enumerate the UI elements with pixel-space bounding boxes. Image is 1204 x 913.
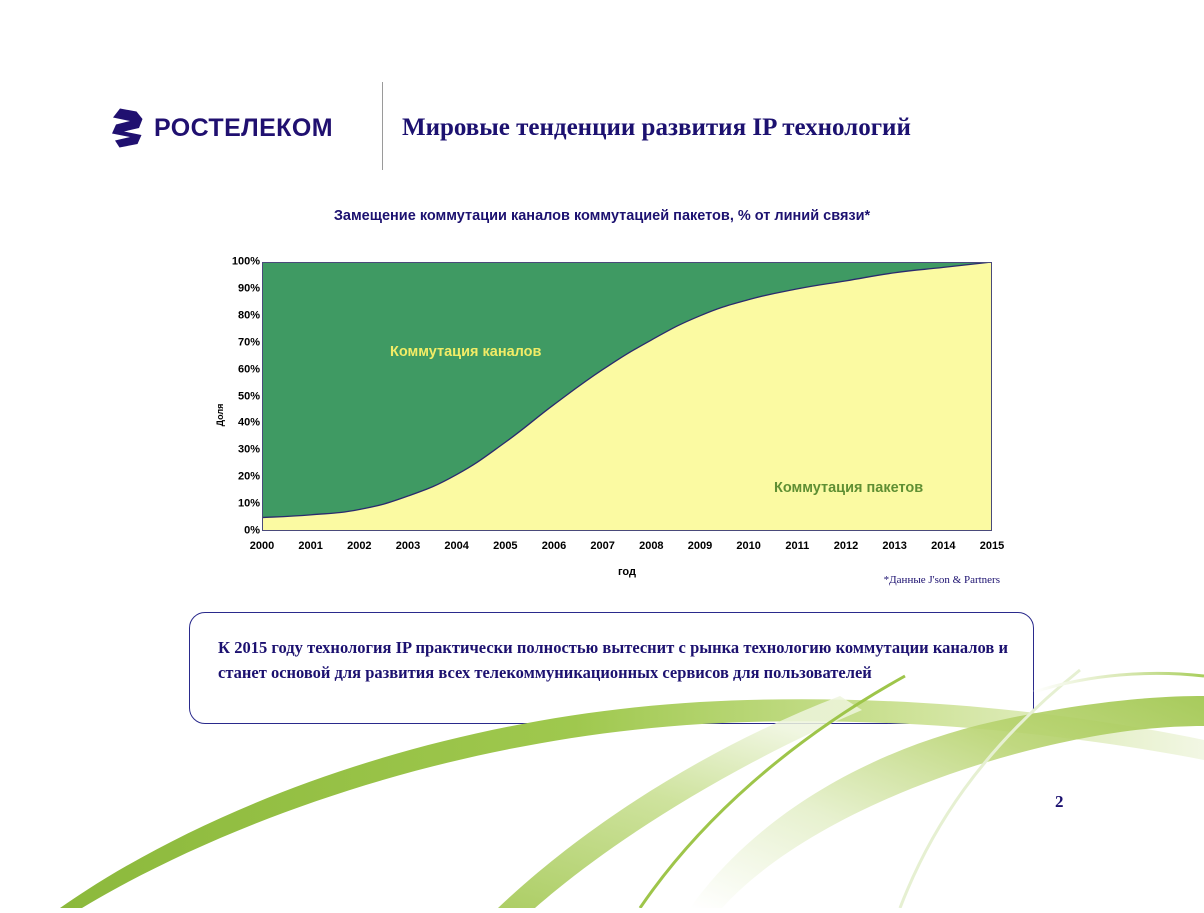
series-boundary-line [262, 262, 992, 519]
rostelecom-logo-text: РОСТЕЛЕКОМ [154, 113, 333, 142]
area-label-packets: Коммутация пакетов [774, 480, 924, 496]
x-axis-tick: 2002 [347, 540, 372, 552]
y-axis-tick: 80% [237, 309, 260, 322]
x-axis-tick: 2013 [882, 540, 907, 552]
page-number: 2 [1055, 792, 1064, 811]
rostelecom-logo: РОСТЕЛЕКОМ [110, 104, 350, 152]
x-axis-tick: 2004 [444, 540, 469, 552]
y-axis-tick: 20% [237, 470, 260, 483]
y-axis-tick: 10% [237, 497, 260, 510]
x-axis-tick: 2011 [785, 540, 810, 552]
y-axis-tick: 40% [237, 416, 260, 429]
packets-area-path [262, 262, 992, 531]
y-axis-tick: 60% [237, 363, 260, 376]
x-axis-tick: 2014 [931, 540, 956, 552]
chart-source-note: *Данные J'son & Partners [883, 574, 1000, 586]
x-axis-tick: 2003 [395, 540, 421, 552]
x-axis-tick: 2005 [493, 540, 518, 552]
slide-header: РОСТЕЛЕКОМ Мировые тенденции развития IP… [0, 0, 1204, 180]
x-axis-tick: 2009 [687, 540, 713, 552]
x-axis-ticks: 2000 2001 2002 2003 2004 2005 2006 2007 2008 2009… [250, 540, 1004, 558]
x-axis-tick: 2015 [979, 540, 1005, 552]
x-axis-tick: 2006 [541, 540, 567, 552]
y-axis-tick: 100% [231, 255, 260, 268]
area-label-channels: Коммутация каналов [390, 344, 542, 360]
y-axis-tick: 0% [244, 524, 260, 537]
chart-title: Замещение коммутации каналов коммутацией… [333, 208, 871, 224]
x-axis-tick: 2012 [833, 540, 859, 552]
x-axis-tick: 2007 [590, 540, 615, 552]
x-axis-tick: 2008 [639, 540, 664, 552]
x-axis-title: год [618, 566, 636, 578]
x-axis-tick: 2010 [736, 540, 761, 552]
plot-area: Коммутация каналов Коммутация пакетов [262, 262, 992, 531]
conclusion-box: К 2015 году технология IP практически по… [189, 612, 1034, 724]
y-axis-ticks: 0% 10% 20% 30% 40% 50% 60% 70% 80% 90% 100% [220, 250, 260, 536]
header-divider [382, 82, 383, 170]
x-axis-tick: 2001 [298, 540, 323, 552]
rostelecom-s-mark-icon [110, 108, 144, 148]
y-axis-tick: 70% [237, 336, 260, 349]
conclusion-text: К 2015 году технология IP практически по… [218, 638, 1008, 682]
y-axis-tick: 50% [237, 390, 260, 402]
page-title: Мировые тенденции развития IP технологий [402, 114, 911, 141]
area-chart: Доля 0% 10% 20% 30% 40% 50% 60% 70% 80% 90% 100% К… [190, 250, 1020, 600]
y-axis-tick: 90% [237, 282, 260, 295]
y-axis-tick: 30% [237, 443, 260, 456]
x-axis-tick: 2000 [249, 540, 275, 552]
